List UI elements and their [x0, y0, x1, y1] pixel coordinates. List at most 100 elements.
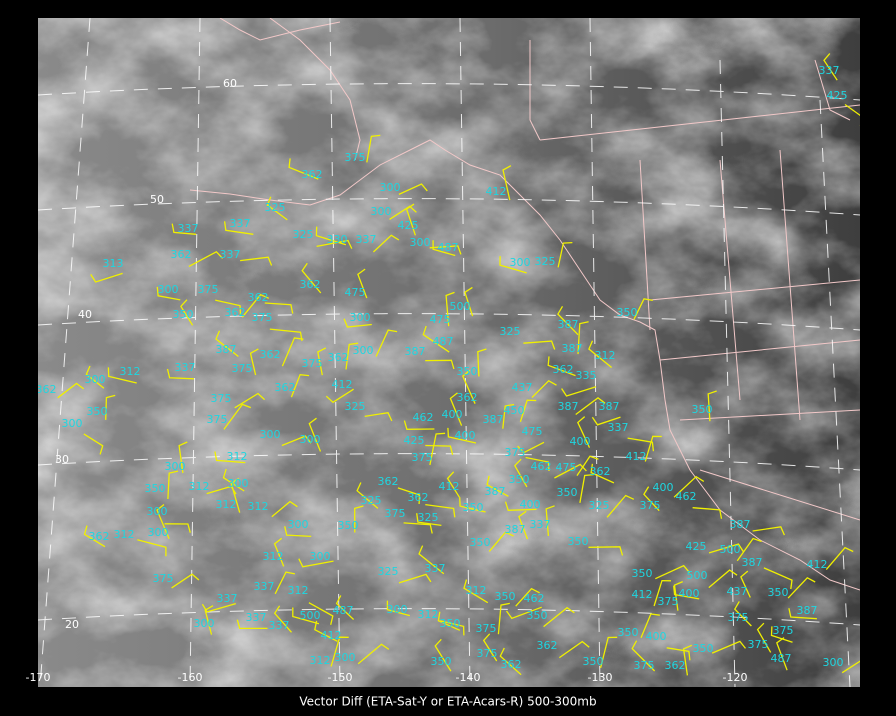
- station-label: 362: [302, 168, 323, 181]
- wind-barb: [269, 328, 303, 342]
- wind-barb: [559, 640, 590, 659]
- parallel: [38, 83, 860, 101]
- wind-barb: [844, 103, 860, 126]
- wind-barb: [517, 441, 545, 454]
- station-label: 487: [433, 335, 454, 348]
- wind-barb: [403, 522, 433, 534]
- station-label: 375: [385, 507, 406, 520]
- wind-barb: [523, 340, 556, 350]
- border: [529, 40, 541, 141]
- station-label: 375: [302, 357, 323, 370]
- wind-barb: [273, 605, 292, 633]
- station-label: 400: [442, 408, 463, 421]
- station-label: 500: [687, 569, 708, 582]
- wind-barb: [673, 581, 683, 611]
- station-label: 387: [505, 523, 526, 536]
- wind-barb: [486, 475, 509, 497]
- station-label: 412: [807, 558, 828, 571]
- wind-barb: [531, 379, 557, 399]
- wind-barb: [372, 234, 400, 253]
- coastline: [189, 139, 860, 591]
- wind-barb: [588, 340, 613, 369]
- wind-barb: [171, 573, 200, 589]
- station-label: 350: [431, 655, 452, 668]
- station-label: 350: [693, 642, 714, 655]
- wind-barb: [513, 458, 528, 488]
- wind-barb: [137, 539, 167, 557]
- station-label: 387: [599, 400, 620, 413]
- station-label: 350: [463, 501, 484, 514]
- wind-barb: [557, 305, 579, 336]
- station-label: 337: [220, 248, 241, 261]
- wind-barb: [502, 165, 512, 201]
- wind-barb: [439, 620, 465, 636]
- station-label: 487: [771, 652, 792, 665]
- station-label: 362: [501, 658, 522, 671]
- wind-barb: [752, 526, 785, 536]
- wind-barb: [554, 463, 587, 479]
- wind-barb: [316, 239, 353, 249]
- station-label: 362: [408, 491, 429, 504]
- station-label: 350: [527, 609, 548, 622]
- wind-barb: [271, 500, 298, 518]
- wind-barb: [281, 337, 304, 367]
- station-label: 400: [520, 498, 541, 511]
- station-label: 350: [692, 403, 713, 416]
- wind-barb: [653, 579, 672, 607]
- station-label: 312: [120, 365, 141, 378]
- station-label: 375: [748, 638, 769, 651]
- wind-barb: [502, 403, 515, 429]
- caption: Vector Diff (ETA-Sat-Y or ETA-Acars-R) 5…: [299, 695, 596, 709]
- station-label: 337: [356, 233, 377, 246]
- station-label: 362: [36, 383, 57, 396]
- wind-barb: [488, 531, 514, 552]
- wind-barb: [643, 486, 660, 512]
- station-label: 325: [378, 565, 399, 578]
- wind-barb: [223, 221, 254, 235]
- station-label: 312: [288, 584, 309, 597]
- meridian: [459, 18, 471, 687]
- wind-barb: [545, 505, 555, 536]
- station-label: 362: [537, 639, 558, 652]
- station-label: 375: [198, 283, 219, 296]
- wind-barb: [682, 644, 693, 676]
- wind-barb: [281, 435, 312, 447]
- wind-barb: [156, 503, 170, 540]
- station-label: 312: [248, 500, 269, 513]
- wind-barb: [178, 441, 188, 474]
- wind-barb: [315, 226, 347, 246]
- wind-barb: [497, 602, 510, 635]
- border: [639, 149, 860, 521]
- station-label: 337: [269, 619, 290, 632]
- wind-barb: [447, 427, 477, 444]
- station-label: 325: [265, 201, 286, 214]
- wind-barb: [345, 342, 359, 370]
- coastline: [814, 59, 851, 121]
- wind-barb: [422, 325, 450, 353]
- wind-barb: [499, 256, 527, 274]
- station-label: 362: [225, 306, 246, 319]
- wind-barb: [673, 585, 700, 600]
- station-label: 300: [147, 505, 168, 518]
- wind-barb: [284, 526, 312, 538]
- station-label: 312: [216, 498, 237, 511]
- station-label: 300: [228, 477, 249, 490]
- axis-labels: -170 -160 -150 -140 -130 -120 60 50 40 30 20: [26, 77, 748, 684]
- wind-barb: [156, 286, 181, 301]
- wind-barb: [763, 567, 793, 590]
- wind-barb: [770, 626, 793, 643]
- wind-barb: [577, 321, 589, 355]
- wind-barb: [429, 432, 446, 466]
- coastline: [269, 18, 361, 161]
- station-label: 350: [495, 590, 516, 603]
- station-label: 350: [568, 535, 589, 548]
- wind-barb: [214, 451, 246, 464]
- border: [539, 104, 860, 141]
- station-label: 313: [103, 257, 124, 270]
- wind-barb: [519, 399, 537, 422]
- wind-barb: [364, 411, 393, 422]
- longitude-label: -170: [26, 671, 51, 684]
- wind-barb: [515, 587, 540, 607]
- station-label: 500: [450, 300, 471, 313]
